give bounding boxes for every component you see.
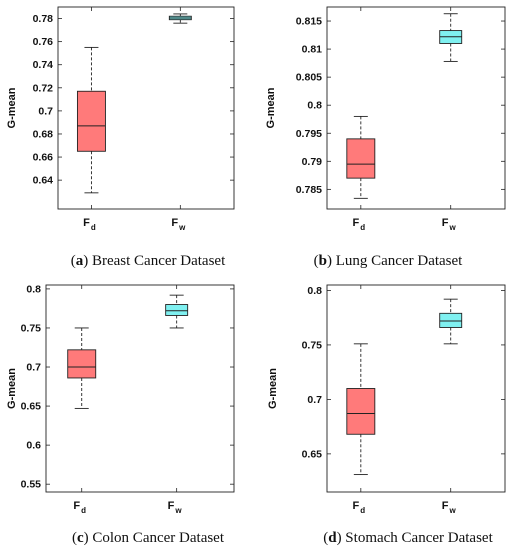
y-tick-label: 0.75 — [302, 339, 323, 351]
box-body — [439, 312, 463, 328]
y-tick-label: 0.795 — [296, 128, 322, 140]
y-tick-label: 0.72 — [33, 82, 54, 94]
y-tick-label: 0.68 — [33, 128, 54, 140]
x-category-label: Fd — [353, 217, 366, 232]
box-body — [346, 138, 376, 179]
y-tick-label: 0.66 — [33, 152, 54, 164]
y-tick-label: 0.805 — [296, 72, 322, 84]
y-tick-label: 0.6 — [26, 440, 41, 452]
panel-a: 0.64 0.66 0.68 0.7 0.72 0.74 0.76 0.78 G-mean Fd F… — [6, 6, 235, 269]
y-tick-label: 0.815 — [296, 16, 322, 28]
y-tick-label: 0.8 — [307, 100, 322, 112]
panel-caption: (c) Colon Cancer Dataset — [72, 530, 225, 546]
axes-frame — [326, 6, 506, 210]
panel-b: 0.785 0.79 0.795 0.8 0.805 0.81 0.815 G-mean Fd F… — [265, 6, 506, 269]
y-tick-label: 0.8 — [307, 285, 322, 297]
y-tick-label: 0.7 — [38, 105, 53, 117]
panel-caption: (d) Stomach Cancer Dataset — [323, 530, 493, 546]
y-tick-label: 0.76 — [33, 36, 54, 48]
y-tick-label: 0.75 — [21, 322, 42, 334]
panel-c: 0.55 0.6 0.65 0.7 0.75 0.8 G-mean Fd Fw (c) Colon… — [6, 283, 235, 546]
y-tick-label: 0.55 — [21, 479, 42, 491]
y-tick-label: 0.7 — [307, 394, 322, 406]
y-tick-label: 0.74 — [33, 59, 54, 71]
x-category-label: Fw — [168, 500, 183, 515]
panel-d: 0.65 0.7 0.75 0.8 G-mean Fd Fw (d) Stomach Canc… — [267, 284, 506, 546]
y-tick-label: 0.7 — [26, 362, 41, 374]
axes-frame — [45, 284, 235, 493]
box-body — [76, 90, 106, 152]
y-tick-label: 0.65 — [302, 448, 323, 460]
box-body — [346, 388, 376, 435]
y-tick-label: 0.64 — [33, 175, 54, 187]
y-tick-label: 0.785 — [296, 184, 322, 196]
axes-frame — [57, 6, 235, 210]
y-axis-label: G-mean — [6, 87, 18, 128]
y-axis-label: G-mean — [6, 368, 18, 409]
axes-frame — [326, 284, 506, 493]
y-tick-label: 0.79 — [302, 156, 323, 168]
x-category-label: Fd — [353, 500, 366, 515]
x-category-label: Fd — [83, 217, 96, 232]
y-axis-label: G-mean — [267, 368, 279, 409]
y-axis-label: G-mean — [265, 87, 277, 128]
y-tick-label: 0.81 — [302, 44, 323, 56]
box-body — [67, 349, 97, 379]
y-tick-label: 0.8 — [26, 283, 41, 295]
x-category-label: Fw — [442, 500, 457, 515]
x-category-label: Fw — [442, 217, 457, 232]
panel-caption: (a) Breast Cancer Dataset — [71, 253, 226, 269]
box-body — [165, 304, 189, 316]
x-category-label: Fw — [171, 217, 186, 232]
y-tick-label: 0.78 — [33, 13, 54, 25]
y-tick-label: 0.65 — [21, 401, 42, 413]
x-category-label: Fd — [73, 500, 86, 515]
panel-caption: (b) Lung Cancer Dataset — [314, 253, 464, 269]
